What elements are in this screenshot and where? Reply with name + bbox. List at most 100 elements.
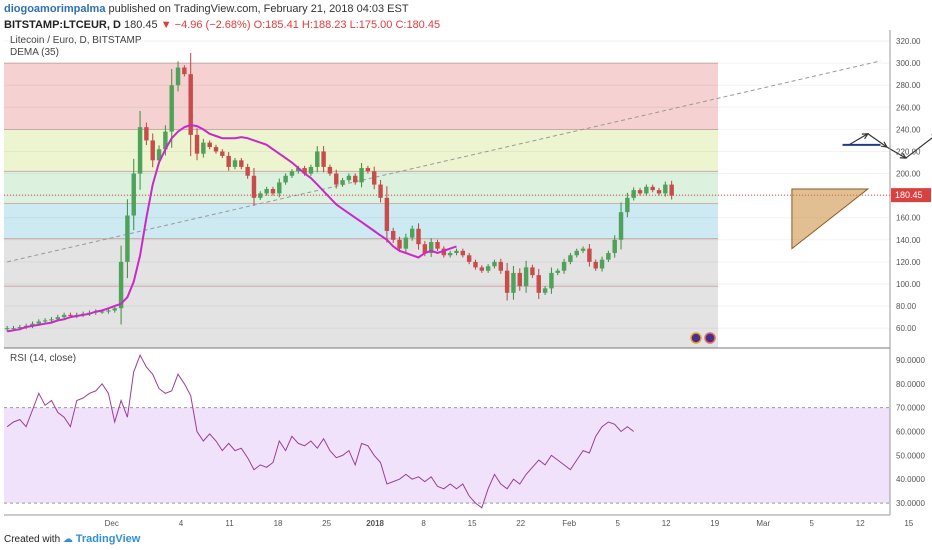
candle-body bbox=[447, 253, 453, 256]
time-tick-label: 15 bbox=[904, 519, 913, 528]
author-link[interactable]: diogoamorimpalma bbox=[4, 3, 106, 15]
rsi-line bbox=[6, 353, 635, 509]
time-tick-label: Feb bbox=[562, 519, 576, 528]
price-tick-label: 120.00 bbox=[896, 258, 921, 267]
candle-body bbox=[498, 261, 504, 271]
event-icon bbox=[704, 332, 716, 344]
candle-body bbox=[99, 311, 105, 313]
time-tick-label: 11 bbox=[225, 519, 234, 528]
candle-body bbox=[631, 190, 636, 198]
time-tick-label: 19 bbox=[710, 519, 719, 528]
candle-body bbox=[283, 175, 288, 183]
candle-body bbox=[587, 248, 592, 262]
time-tick-label: 12 bbox=[856, 519, 865, 528]
time-tick-label: Dec bbox=[105, 519, 119, 528]
candle-body bbox=[321, 151, 326, 167]
candle-body bbox=[536, 275, 541, 293]
candle-body bbox=[409, 228, 415, 238]
price-tick-label: 80.00 bbox=[896, 302, 917, 311]
candle-body bbox=[492, 261, 497, 267]
candle-body bbox=[150, 140, 155, 161]
candle-body bbox=[422, 244, 428, 254]
candle-body bbox=[11, 328, 16, 330]
candle-body bbox=[372, 171, 377, 185]
candle-body bbox=[163, 131, 168, 150]
time-tick-label: 18 bbox=[274, 519, 283, 528]
last-price-badge-bg bbox=[891, 188, 931, 203]
candle-body bbox=[517, 272, 522, 287]
time-tick-label: 5 bbox=[810, 519, 815, 528]
pair-legend: Litecoin / Euro, D, BITSTAMP bbox=[10, 35, 142, 46]
candle-body bbox=[460, 250, 466, 256]
candle-body bbox=[182, 67, 187, 75]
candle-body bbox=[435, 242, 440, 249]
candle-body bbox=[289, 171, 295, 176]
candle-body bbox=[156, 149, 162, 161]
price-tick-label: 160.00 bbox=[896, 214, 921, 223]
candle-body bbox=[245, 166, 250, 176]
candle-body bbox=[511, 272, 516, 293]
fib-band bbox=[4, 63, 718, 130]
candle-body bbox=[131, 173, 136, 216]
candle-body bbox=[188, 74, 193, 135]
symbol-label[interactable]: BITSTAMP:LTCEUR, D bbox=[4, 19, 121, 31]
fib-band bbox=[4, 129, 718, 172]
rsi-tick-label: 70.0000 bbox=[896, 404, 925, 413]
candle-body bbox=[340, 180, 345, 185]
candle-body bbox=[403, 237, 409, 249]
candle-body bbox=[258, 193, 263, 198]
candle-body bbox=[416, 228, 421, 245]
candle-body bbox=[606, 253, 611, 260]
price-tick-label: 220.00 bbox=[896, 147, 921, 156]
candle-body bbox=[112, 308, 117, 311]
projection-segment bbox=[848, 133, 869, 146]
candle-body bbox=[118, 261, 124, 309]
candle-body bbox=[574, 250, 579, 256]
candle-body bbox=[428, 242, 434, 254]
candle-body bbox=[593, 261, 598, 269]
candle-body bbox=[264, 189, 269, 194]
price-tick-label: 260.00 bbox=[896, 103, 921, 112]
candle-body bbox=[194, 134, 200, 154]
last-price: 180.45 bbox=[123, 19, 158, 31]
price-change: −4.96 (−2.68%) bbox=[174, 19, 251, 31]
rsi-tick-label: 80.0000 bbox=[896, 380, 925, 389]
rsi-tick-label: 60.0000 bbox=[896, 428, 925, 437]
candle-body bbox=[397, 239, 402, 249]
candle-body bbox=[549, 272, 554, 289]
candle-body bbox=[542, 288, 548, 293]
chart-header: diogoamorimpalma published on TradingVie… bbox=[4, 2, 924, 32]
tradingview-logo-text[interactable]: TradingView bbox=[75, 533, 141, 545]
last-price-badge: 180.45 bbox=[891, 188, 931, 203]
price-panel bbox=[4, 40, 932, 348]
price-chart[interactable]: 60.0080.00100.00120.00140.00160.00180.00… bbox=[0, 30, 932, 530]
rsi-tick-label: 90.0000 bbox=[896, 356, 925, 365]
price-tick-label: 140.00 bbox=[896, 236, 921, 245]
candle-body bbox=[644, 186, 649, 194]
candle-body bbox=[61, 314, 67, 318]
candle-body bbox=[36, 321, 42, 324]
candle-body bbox=[30, 323, 35, 326]
symbol-line: BITSTAMP:LTCEUR, D 180.45 ▼ −4.96 (−2.68… bbox=[4, 18, 924, 32]
trend-line bbox=[7, 60, 881, 263]
projection-segment bbox=[905, 137, 932, 159]
candle-body bbox=[226, 155, 231, 167]
projection-segment bbox=[867, 133, 888, 148]
candle-body bbox=[618, 212, 624, 240]
candle-body bbox=[106, 310, 111, 312]
axes: 60.0080.00100.00120.00140.00160.00180.00… bbox=[4, 30, 931, 528]
rsi-tick-label: 50.0000 bbox=[896, 451, 925, 460]
candle-body bbox=[42, 320, 48, 322]
footer: Created with ☁ TradingView bbox=[4, 531, 140, 547]
candle-body bbox=[625, 197, 630, 213]
triangle-pattern bbox=[791, 188, 870, 250]
candle-body bbox=[169, 85, 174, 132]
time-tick-label: 2018 bbox=[366, 519, 384, 528]
candle-body bbox=[220, 151, 225, 156]
candle-body bbox=[175, 67, 181, 86]
price-tick-label: 100.00 bbox=[896, 280, 921, 289]
price-tick-label: 200.00 bbox=[896, 170, 921, 179]
candle-body bbox=[239, 160, 244, 167]
candle-body bbox=[302, 168, 307, 174]
event-icon bbox=[690, 332, 702, 344]
